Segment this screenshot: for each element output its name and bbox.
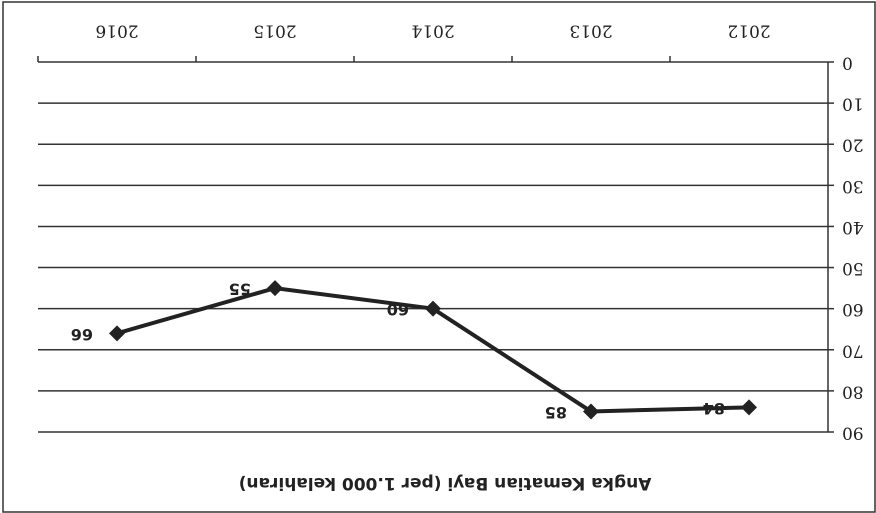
y-tick-label: 30 <box>842 176 864 196</box>
marker <box>741 399 757 416</box>
marker <box>425 300 441 317</box>
data-label: 66 <box>71 325 93 344</box>
marker <box>267 280 283 297</box>
data-label: 60 <box>387 300 409 319</box>
x-tick-label: 2015 <box>253 21 296 41</box>
y-tick-label: 60 <box>842 299 864 319</box>
y-tick-label: 50 <box>842 258 864 278</box>
marker <box>583 403 599 420</box>
x-tick-label: 2012 <box>727 21 770 41</box>
y-tick-label: 90 <box>842 423 864 443</box>
x-tick-label: 2014 <box>411 21 454 41</box>
data-label: 84 <box>703 399 725 418</box>
y-tick-label: 0 <box>842 53 853 73</box>
data-label: 85 <box>545 403 567 422</box>
y-tick-label: 80 <box>842 381 864 401</box>
y-tick-label: 40 <box>842 217 864 237</box>
y-tick-label: 70 <box>842 340 864 360</box>
x-tick-label: 2013 <box>569 21 612 41</box>
marker <box>109 325 125 342</box>
x-tick-label: 2016 <box>95 21 138 41</box>
y-tick-label: 20 <box>842 135 864 155</box>
data-label: 55 <box>229 280 251 299</box>
y-tick-label: 10 <box>842 94 864 114</box>
chart-title: Angka Kematian Bayi (per 1.000 kelahiran… <box>239 473 652 493</box>
